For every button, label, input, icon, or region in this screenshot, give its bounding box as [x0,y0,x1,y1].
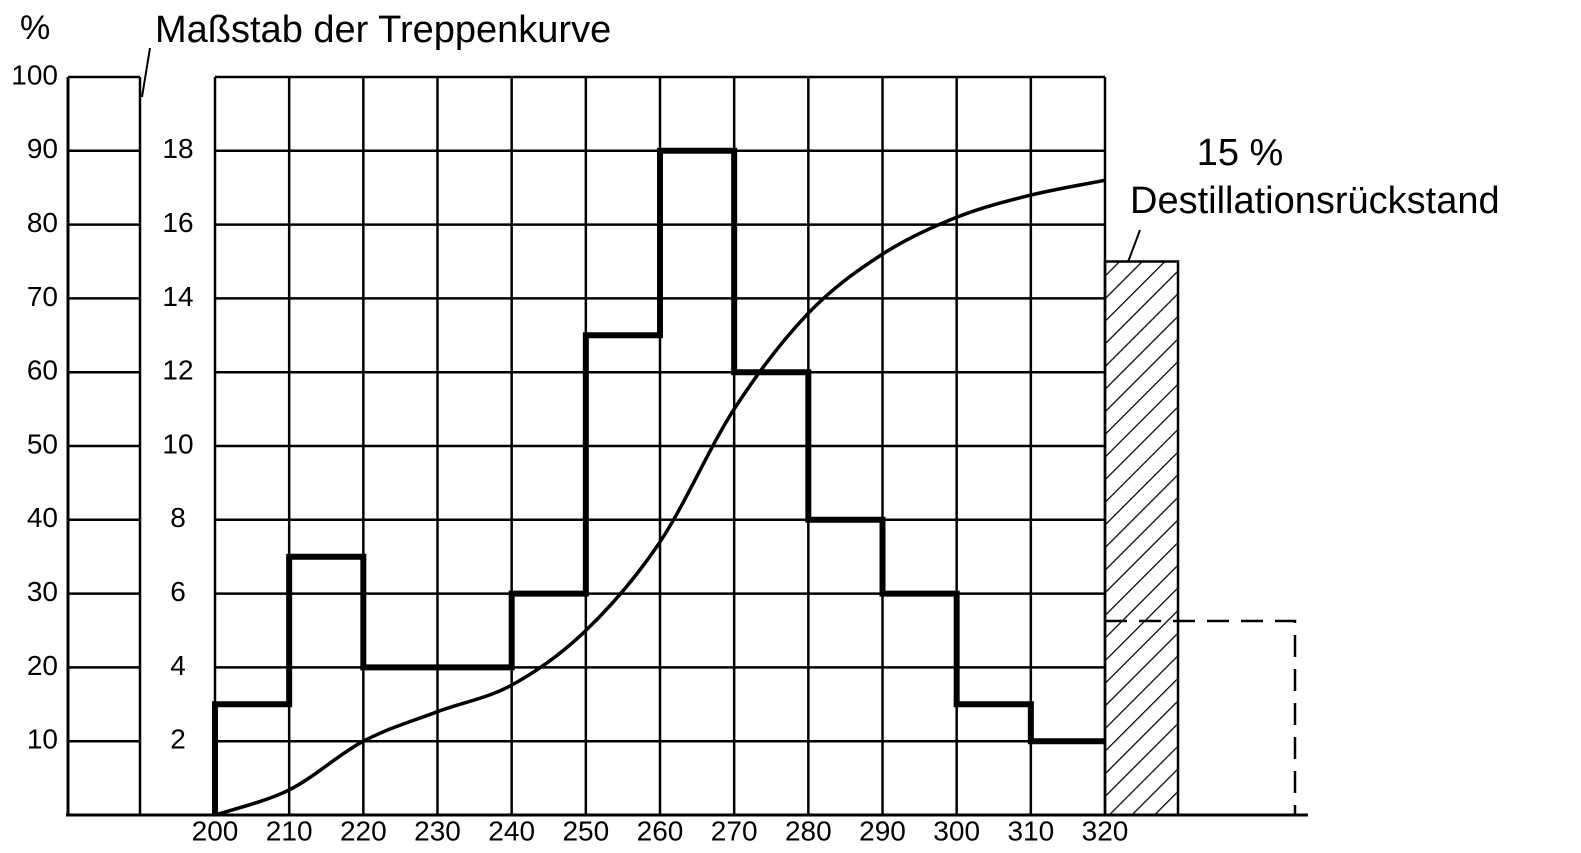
y-tick-label: 100 [11,59,58,90]
y2-tick-label: 14 [162,281,193,312]
y2-tick-label: 2 [170,724,186,755]
x-tick-label: 280 [785,815,832,846]
leader-line [141,47,151,98]
y-tick-label: 90 [27,133,58,164]
x-tick-label: 230 [414,815,461,846]
x-tick-label: 270 [711,815,758,846]
x-tick-label: 250 [562,815,609,846]
x-tick-label: 320 [1082,815,1129,846]
y-tick-label: 40 [27,502,58,533]
residue-text: Destillationsrückstand [1130,180,1500,222]
x-tick-label: 290 [859,815,906,846]
y2-tick-label: 12 [162,355,193,386]
y2-tick-label: 16 [162,207,193,238]
x-tick-label: 310 [1007,815,1054,846]
y2-tick-label: 8 [170,502,186,533]
y2-tick-label: 18 [162,133,193,164]
x-tick-label: 240 [488,815,535,846]
dashed-outline [1105,619,1297,815]
y-tick-label: 80 [27,207,58,238]
step-curve [212,147,1105,815]
residue-label: 15 % [1197,132,1284,174]
x-tick-label: 300 [933,815,980,846]
y2-tick-label: 10 [162,428,193,459]
y-tick-label: 20 [27,650,58,681]
y-tick-label: 70 [27,281,58,312]
y-tick-label: 60 [27,355,58,386]
cumulative-curve [214,178,1106,817]
y2-tick-label: 6 [170,576,186,607]
chart-title: Maßstab der Treppenkurve [155,9,611,51]
x-tick-label: 260 [637,815,684,846]
x-tick-label: 210 [266,815,313,846]
y-tick-label: 10 [27,724,58,755]
y-axis-label: % [20,9,50,47]
y2-tick-label: 4 [170,650,186,681]
residue-bar [1103,260,1180,817]
y-tick-label: 30 [27,576,58,607]
y-tick-label: 50 [27,428,58,459]
x-tick-label: 220 [340,815,387,846]
x-tick-label: 200 [192,815,239,846]
leader-line [1127,229,1141,263]
